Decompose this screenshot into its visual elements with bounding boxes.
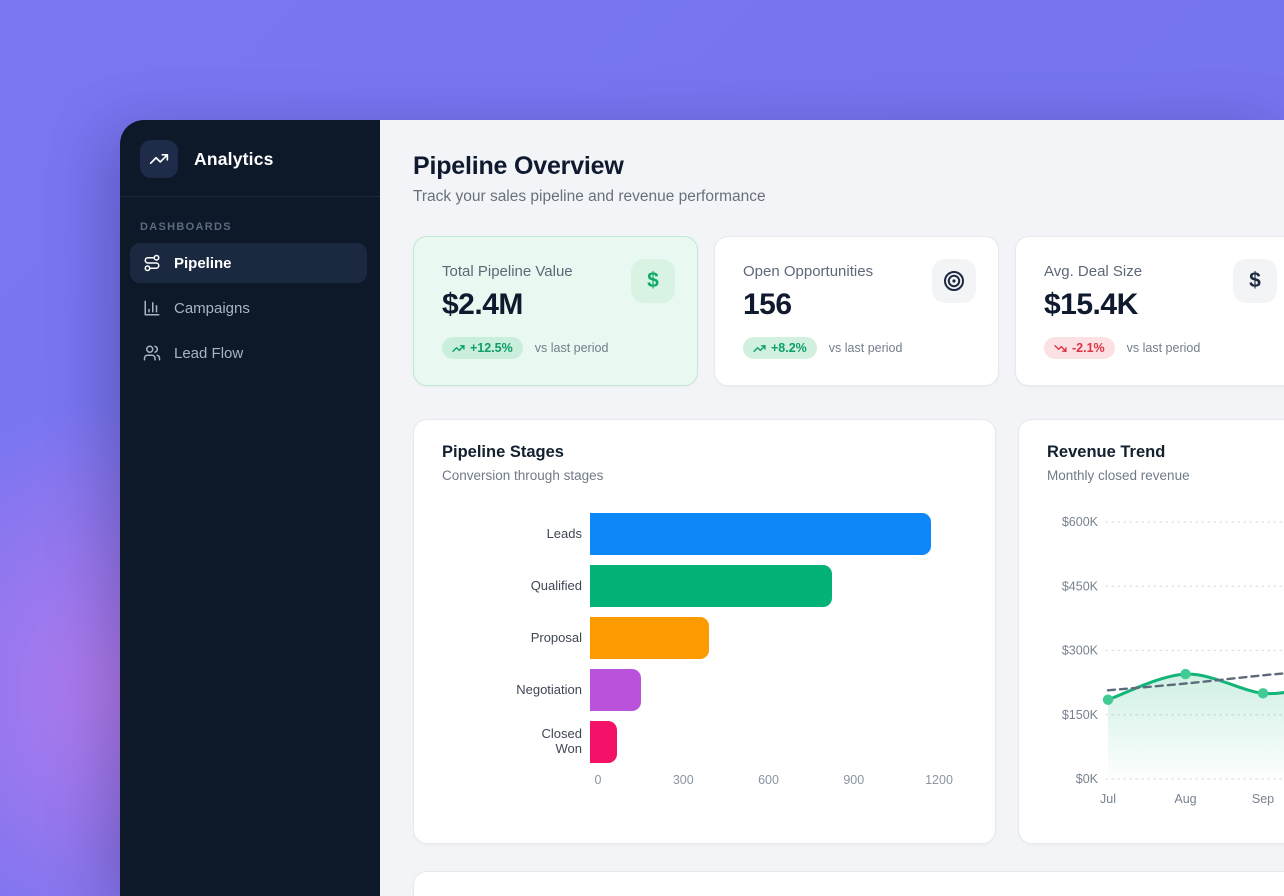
stage-label: Leads bbox=[546, 525, 582, 541]
x-tick-label: 0 bbox=[594, 773, 602, 787]
delta-badge: -2.1% bbox=[1044, 337, 1115, 359]
pipeline-stages-card: Pipeline Stages Conversion through stage… bbox=[413, 419, 996, 844]
data-point-dot bbox=[1257, 688, 1269, 699]
sidebar-item-campaigns[interactable]: Campaigns bbox=[130, 288, 367, 328]
y-tick-label: $150K bbox=[1062, 708, 1099, 722]
sidebar-item-pipeline[interactable]: Pipeline bbox=[130, 243, 367, 283]
stage-bar bbox=[590, 669, 641, 711]
stage-bar-row: Leads bbox=[442, 513, 967, 555]
x-tick-label: Aug bbox=[1174, 792, 1196, 806]
y-tick-label: $0K bbox=[1076, 772, 1099, 786]
analytics-logo bbox=[140, 140, 178, 178]
users-icon bbox=[143, 345, 161, 361]
stat-value: $15.4K bbox=[1044, 288, 1138, 321]
x-tick-label: Sep bbox=[1252, 792, 1274, 806]
x-tick-label: 900 bbox=[843, 773, 865, 787]
stage-label: Closed Won bbox=[541, 726, 582, 756]
data-point-dot bbox=[1180, 668, 1191, 680]
revenue-trend-card: $0K $150K $300K $450K $600K Jul Aug Sep Revenue… bbox=[1018, 419, 1284, 844]
stage-bar bbox=[590, 513, 931, 555]
stat-label: Avg. Deal Size bbox=[1044, 263, 1143, 280]
stage-bars: Leads Qualified Proposal Negotiation Closed … bbox=[442, 513, 967, 763]
compare-text: vs last period bbox=[828, 341, 903, 355]
stage-label: Negotiation bbox=[516, 681, 582, 697]
main-content: Pipeline Overview Track your sales pipel… bbox=[380, 120, 1284, 896]
delta-badge: +12.5% bbox=[442, 337, 523, 359]
data-point-dot bbox=[1102, 694, 1114, 705]
stage-bar-row: Proposal bbox=[442, 617, 967, 659]
sidebar-item-label: Pipeline bbox=[174, 254, 232, 272]
x-tick-label: 600 bbox=[758, 773, 779, 787]
stat-card-total-pipeline-value: Total Pipeline Value $2.4M +12.5% vs las… bbox=[413, 236, 698, 386]
stat-card-open-opportunities: Open Opportunities 156 +8.2% vs last per… bbox=[714, 236, 999, 386]
brand: Analytics bbox=[120, 120, 380, 196]
chart-subtitle: Conversion through stages bbox=[442, 468, 604, 483]
page-title: Pipeline Overview bbox=[413, 152, 624, 180]
stage-bar-row: Qualified bbox=[442, 565, 967, 607]
sidebar-divider bbox=[120, 196, 380, 197]
trend-line bbox=[1106, 672, 1284, 692]
dollar-icon: $ bbox=[631, 259, 675, 303]
stat-value: 156 bbox=[743, 288, 792, 321]
route-icon bbox=[144, 254, 160, 272]
chart-subtitle: Monthly closed revenue bbox=[1047, 468, 1190, 483]
stage-label: Qualified bbox=[530, 577, 582, 593]
y-tick-label: $450K bbox=[1062, 579, 1099, 593]
x-tick-label: 1200 bbox=[925, 773, 953, 787]
charts-row: Pipeline Stages Conversion through stage… bbox=[413, 419, 1284, 844]
stage-bar bbox=[590, 565, 832, 607]
stat-label: Open Opportunities bbox=[743, 263, 874, 280]
dollar-icon: $ bbox=[1233, 259, 1277, 303]
bottom-card-clipped bbox=[413, 871, 1284, 896]
stats-row: Total Pipeline Value $2.4M +12.5% vs las… bbox=[413, 236, 1284, 386]
stat-value: $2.4M bbox=[442, 288, 523, 321]
app-window: Analytics DASHBOARDS Pipeline Campaigns bbox=[120, 120, 1284, 896]
revenue-area bbox=[1108, 674, 1284, 779]
trending-down-icon bbox=[1054, 344, 1067, 352]
stage-bar-row: Closed Won bbox=[442, 721, 967, 763]
x-tick-label: 300 bbox=[672, 773, 694, 787]
trending-up-icon bbox=[452, 344, 465, 352]
x-tick-label: Jul bbox=[1100, 792, 1116, 806]
sidebar-item-label: Campaigns bbox=[174, 299, 250, 317]
compare-text: vs last period bbox=[1126, 341, 1201, 355]
trending-up-icon bbox=[753, 344, 766, 352]
chart-title: Revenue Trend bbox=[1047, 443, 1166, 461]
delta-badge: +8.2% bbox=[743, 337, 817, 359]
target-icon bbox=[932, 259, 976, 303]
y-tick-label: $600K bbox=[1062, 515, 1099, 529]
revenue-trend-chart: $0K $150K $300K $450K $600K Jul Aug Sep bbox=[1062, 515, 1284, 806]
sidebar-item-label: Lead Flow bbox=[174, 344, 244, 362]
bar-chart-icon bbox=[144, 300, 160, 316]
trending-up-icon bbox=[149, 154, 169, 164]
sidebar-section-label: DASHBOARDS bbox=[140, 221, 232, 233]
sidebar: Analytics DASHBOARDS Pipeline Campaigns bbox=[120, 120, 380, 896]
stage-bar bbox=[590, 617, 709, 659]
stage-bar-row: Negotiation bbox=[442, 669, 967, 711]
stage-label: Proposal bbox=[530, 629, 582, 645]
stat-card-avg-deal-size: Avg. Deal Size $15.4K -2.1% vs last peri… bbox=[1015, 236, 1284, 386]
stage-bars-x-axis: 0 300 600 900 1200 bbox=[594, 773, 967, 791]
sidebar-item-lead-flow[interactable]: Lead Flow bbox=[130, 333, 367, 373]
page-subtitle: Track your sales pipeline and revenue pe… bbox=[413, 188, 766, 205]
compare-text: vs last period bbox=[534, 341, 609, 355]
sidebar-nav: Pipeline Campaigns Lead Flow bbox=[120, 243, 380, 373]
y-tick-label: $300K bbox=[1062, 644, 1099, 658]
brand-name: Analytics bbox=[194, 148, 274, 169]
stage-bar bbox=[590, 721, 617, 763]
stat-label: Total Pipeline Value bbox=[442, 263, 573, 280]
chart-title: Pipeline Stages bbox=[442, 443, 564, 461]
